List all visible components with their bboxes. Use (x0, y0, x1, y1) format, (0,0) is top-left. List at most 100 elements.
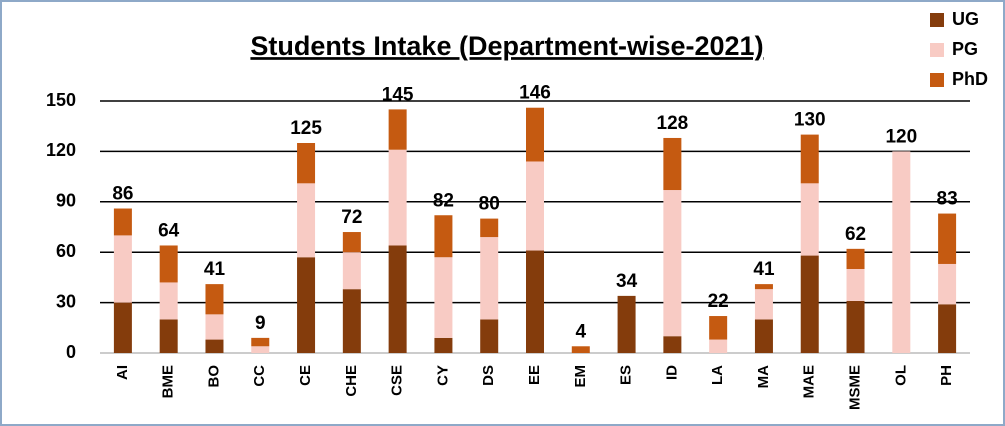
bar-segment (342, 289, 361, 353)
x-tick-label: DS (480, 365, 497, 386)
bar-segment (754, 284, 773, 290)
x-tick-label: ID (663, 365, 680, 380)
x-tick-label: CY (434, 365, 451, 386)
bar-segment (938, 213, 957, 264)
bar-segment (480, 218, 499, 238)
total-label: 125 (290, 118, 322, 139)
x-tick-label: EM (572, 365, 589, 388)
y-tick-label: 90 (56, 191, 76, 211)
bar-segment (938, 304, 957, 353)
y-tick-label: 30 (56, 291, 76, 311)
total-label: 146 (519, 83, 551, 104)
total-label: 41 (753, 259, 775, 280)
total-label: 145 (382, 84, 414, 105)
bar-segment (113, 235, 132, 303)
bar-segment (800, 134, 819, 184)
total-label: 128 (657, 113, 689, 134)
x-tick-label: CE (297, 365, 314, 386)
bar-segment (434, 337, 453, 353)
y-tick-label: 120 (46, 140, 76, 160)
bar-segment (754, 289, 773, 320)
total-label: 120 (885, 126, 917, 147)
bar-segment (159, 245, 178, 283)
total-label: 82 (433, 190, 454, 211)
x-tick-label: BO (205, 365, 222, 388)
bar-segment (892, 151, 911, 353)
legend-label: UG (952, 9, 979, 29)
bar-segment (297, 257, 316, 353)
y-tick-label: 60 (56, 241, 76, 261)
bar-segment (846, 300, 865, 353)
y-tick-label: 150 (46, 90, 76, 110)
bar-segment (846, 248, 865, 269)
bar-segment (388, 109, 407, 150)
legend-label: PG (952, 39, 978, 59)
total-label: 41 (204, 259, 226, 280)
bar-segment (571, 346, 590, 353)
bar-segment (159, 282, 178, 320)
bar-segment (205, 314, 224, 340)
bar-segment (205, 339, 224, 353)
total-label: 62 (845, 224, 866, 245)
total-label: 86 (112, 184, 133, 205)
total-label: 80 (479, 194, 500, 215)
total-label: 9 (255, 313, 266, 334)
bar-segment (434, 257, 453, 338)
bar-segment (526, 250, 544, 353)
bar-segment (800, 255, 819, 353)
bar-segment (388, 149, 407, 246)
total-label: 4 (576, 321, 587, 342)
x-tick-label: CSE (389, 365, 406, 396)
x-tick-label: ES (618, 365, 635, 385)
bar-segment (297, 143, 316, 184)
bar-segment (297, 183, 316, 258)
total-label: 22 (708, 291, 729, 312)
x-tick-label: OL (892, 365, 909, 386)
bar-segment (388, 245, 407, 353)
bar-segment (617, 295, 636, 353)
y-tick-label: 0 (66, 342, 76, 362)
total-label: 72 (341, 207, 362, 228)
x-tick-label: MA (755, 365, 772, 388)
bar-segment (113, 208, 132, 236)
x-tick-label: PH (938, 365, 955, 386)
bar-segment (526, 161, 544, 251)
legend-swatch (930, 73, 944, 87)
total-label: 64 (158, 220, 180, 241)
bar-segment (205, 284, 224, 315)
bar-segment (159, 319, 178, 353)
bar-segment (938, 263, 957, 305)
bar-segment (800, 183, 819, 256)
bar-segment (342, 252, 361, 290)
x-tick-label: CHE (343, 365, 360, 397)
legend-swatch (930, 43, 944, 57)
x-tick-label: MAE (801, 365, 818, 398)
x-tick-label: EE (526, 365, 543, 385)
bar-segment (251, 337, 270, 347)
chart-title: Students Intake (Department-wise-2021) (250, 31, 763, 61)
bar-segment (480, 319, 499, 353)
bar-segment (434, 215, 453, 258)
x-tick-label: LA (709, 365, 726, 385)
x-tick-label: BME (160, 365, 177, 398)
legend-label: PhD (952, 69, 988, 89)
bar-segment (709, 339, 728, 353)
bar-segment (342, 232, 361, 253)
bar-segment (846, 269, 865, 301)
bar-segment (480, 237, 499, 320)
legend-swatch (930, 13, 944, 27)
bar-segment (113, 302, 132, 353)
x-tick-label: AI (114, 365, 131, 380)
bar-segment (526, 107, 544, 162)
total-label: 34 (616, 271, 638, 292)
bar-segment (709, 316, 728, 340)
bar-segment (251, 346, 270, 353)
bar-segment (663, 190, 682, 337)
bar-segment (754, 319, 773, 353)
x-tick-label: CC (251, 365, 268, 387)
total-label: 130 (794, 110, 826, 131)
bar-segment (663, 336, 682, 353)
total-label: 83 (937, 189, 958, 210)
